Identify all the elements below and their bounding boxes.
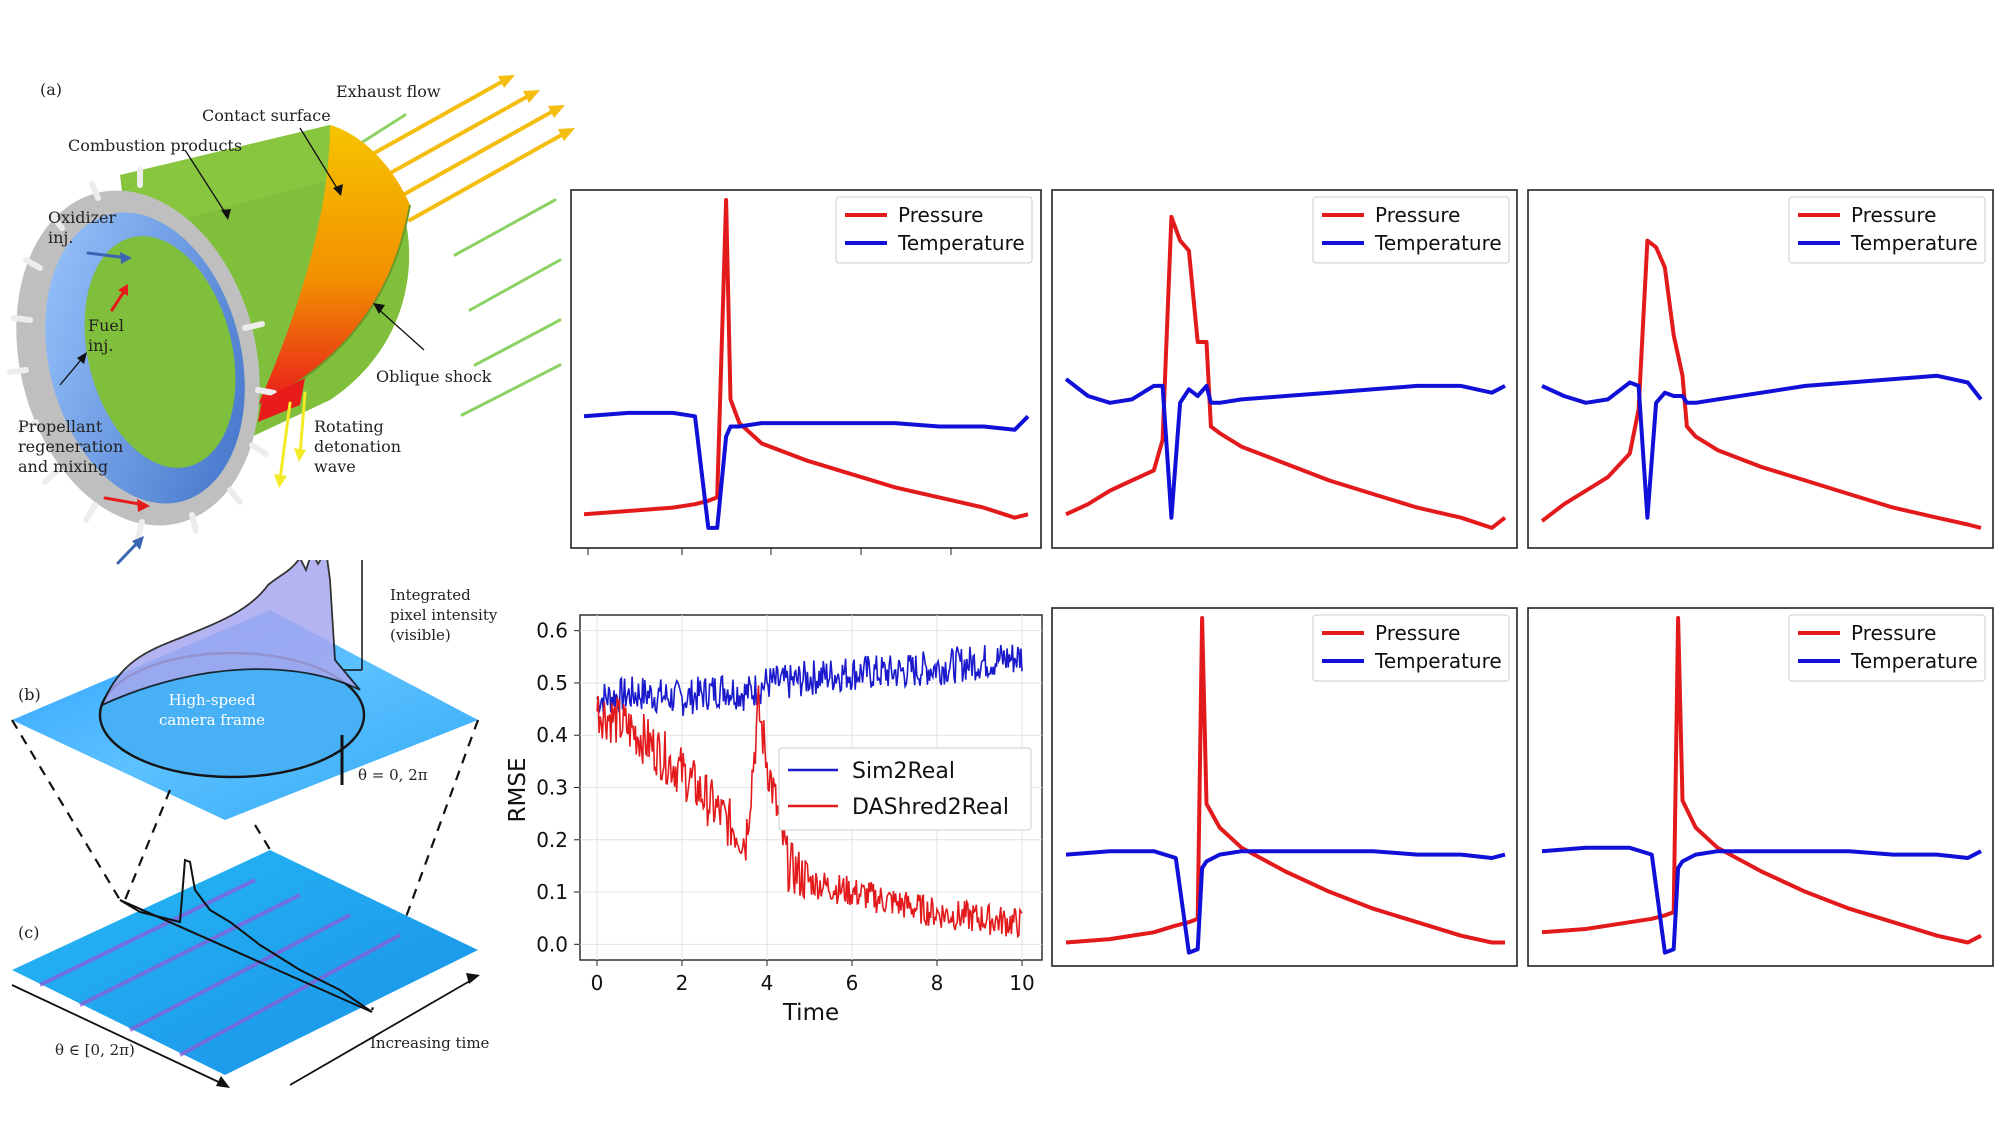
legend-label-pressure: Pressure	[1375, 621, 1460, 645]
legend-wave-2: Pressure Temperature	[1312, 196, 1510, 264]
camera-frame-diagram: (b) (c) High-speed camera frame Integrat…	[11, 560, 498, 1088]
chart-wave-2: Pressure Temperature	[1051, 189, 1518, 549]
wave-1-plot-area	[583, 198, 1030, 530]
exhaust-flow-arrows	[333, 75, 575, 417]
legend-wave-1: Pressure Temperature	[835, 196, 1033, 264]
rmse-x-axis-label: Time	[782, 1000, 839, 1026]
y-tick-label: 0.2	[536, 828, 568, 852]
theta-intensity-trace	[119, 858, 373, 1013]
legend-label-sim2real: Sim2Real	[852, 759, 955, 784]
chart-rmse: 0.0 0.1 0.2 0.3 0.4 0.5 0.6 0 2 4 6 8 10 Time RMSE S…	[505, 614, 1043, 1026]
legend-rmse: Sim2Real DAShred2Real	[778, 747, 1032, 831]
label-detonation: detonation	[314, 437, 401, 456]
detonation-wave-surface	[258, 125, 410, 405]
label-oblique-shock: Oblique shock	[376, 367, 492, 386]
label-oxidizer-inj: inj.	[48, 228, 73, 247]
injector-posts	[7, 167, 277, 541]
x-tick-label: 4	[761, 971, 774, 995]
legend-label-temperature: Temperature	[1850, 649, 1978, 673]
label-high-speed: High-speed	[169, 691, 256, 709]
series-line-temperature	[583, 410, 1030, 530]
y-tick-label: 0.6	[536, 619, 568, 643]
label-visible: (visible)	[390, 626, 451, 644]
y-tick-label: 0.0	[536, 932, 568, 956]
label-rotating: Rotating	[314, 417, 384, 436]
legend-label-temperature: Temperature	[1850, 231, 1978, 255]
series-line-temperature	[1541, 373, 1983, 520]
time-stack-plane	[12, 850, 478, 1075]
legend-label-pressure: Pressure	[1375, 203, 1460, 227]
series-line-pressure	[1065, 616, 1505, 945]
legend-label-temperature: Temperature	[1374, 231, 1502, 255]
panel-a-label: (a)	[40, 80, 62, 99]
series-line-pressure	[1540, 238, 1982, 530]
label-regeneration: regeneration	[18, 437, 123, 456]
legend-label-dashred2real: DAShred2Real	[852, 795, 1009, 820]
y-tick-label: 0.3	[536, 776, 568, 800]
legend-label-pressure: Pressure	[898, 203, 983, 227]
series-line-pressure	[1541, 616, 1982, 945]
legend-wave-3: Pressure Temperature	[1788, 196, 1986, 264]
label-fuel-inj: inj.	[88, 336, 113, 355]
label-propellant: Propellant	[18, 417, 103, 436]
legend-wave-4: Pressure Temperature	[1312, 614, 1510, 682]
label-fuel: Fuel	[88, 316, 124, 335]
label-oxidizer: Oxidizer	[48, 208, 117, 227]
label-theta-zero: θ = 0, 2π	[358, 766, 428, 784]
x-tick-label: 0	[591, 971, 604, 995]
series-line-pressure	[1065, 214, 1507, 530]
y-tick-label: 0.4	[536, 723, 568, 747]
label-theta-range: θ ∈ [0, 2π)	[55, 1041, 135, 1059]
x-tick-label: 10	[1009, 971, 1034, 995]
rmse-y-axis-label: RMSE	[505, 758, 531, 823]
integrated-intensity-profile	[100, 560, 361, 707]
legend-label-pressure: Pressure	[1851, 203, 1936, 227]
rde-schematic: (a)	[7, 75, 575, 565]
wave-4-plot-area	[1065, 616, 1506, 955]
y-tick-label: 0.5	[536, 671, 568, 695]
legend-wave-5: Pressure Temperature	[1788, 614, 1986, 682]
panel-b-label: (b)	[18, 685, 41, 704]
series-line-sim2real	[596, 644, 1023, 716]
x-tick-label: 8	[931, 971, 944, 995]
rmse-ticks: 0.0 0.1 0.2 0.3 0.4 0.5 0.6 0 2 4 6 8 10	[536, 619, 1035, 995]
label-increasing-time: Increasing time	[370, 1034, 490, 1052]
wave-2-plot-area	[1064, 214, 1507, 530]
series-line-temperature	[1064, 377, 1506, 520]
x-tick-label: 6	[846, 971, 859, 995]
x-tick-label: 2	[676, 971, 689, 995]
legend-label-pressure: Pressure	[1851, 621, 1936, 645]
series-line-dashred2real	[596, 685, 1023, 939]
legend-label-temperature: Temperature	[897, 231, 1025, 255]
label-pixel-intensity: pixel intensity	[390, 606, 498, 624]
y-tick-label: 0.1	[536, 880, 568, 904]
label-exhaust-flow: Exhaust flow	[336, 82, 441, 101]
chart-wave-4: Pressure Temperature	[1051, 607, 1518, 967]
label-integrated: Integrated	[390, 586, 471, 604]
label-combustion-products: Combustion products	[68, 136, 242, 155]
wave-5-plot-area	[1541, 616, 1982, 955]
label-wave: wave	[314, 457, 356, 476]
chart-wave-5: Pressure Temperature	[1527, 607, 1994, 967]
chart-wave-3: Pressure Temperature	[1527, 189, 1994, 549]
series-line-temperature	[1065, 849, 1506, 955]
wave-3-plot-area	[1540, 238, 1983, 530]
panel-c-label: (c)	[18, 923, 39, 942]
series-line-temperature	[1541, 845, 1982, 955]
rmse-plot-area	[596, 644, 1023, 939]
label-contact-surface: Contact surface	[202, 106, 331, 125]
label-camera-frame: camera frame	[159, 711, 265, 729]
chart-wave-1: Pressure Temperature	[570, 189, 1042, 555]
legend-label-temperature: Temperature	[1374, 649, 1502, 673]
label-and-mixing: and mixing	[18, 457, 108, 476]
series-line-pressure	[583, 198, 1029, 520]
